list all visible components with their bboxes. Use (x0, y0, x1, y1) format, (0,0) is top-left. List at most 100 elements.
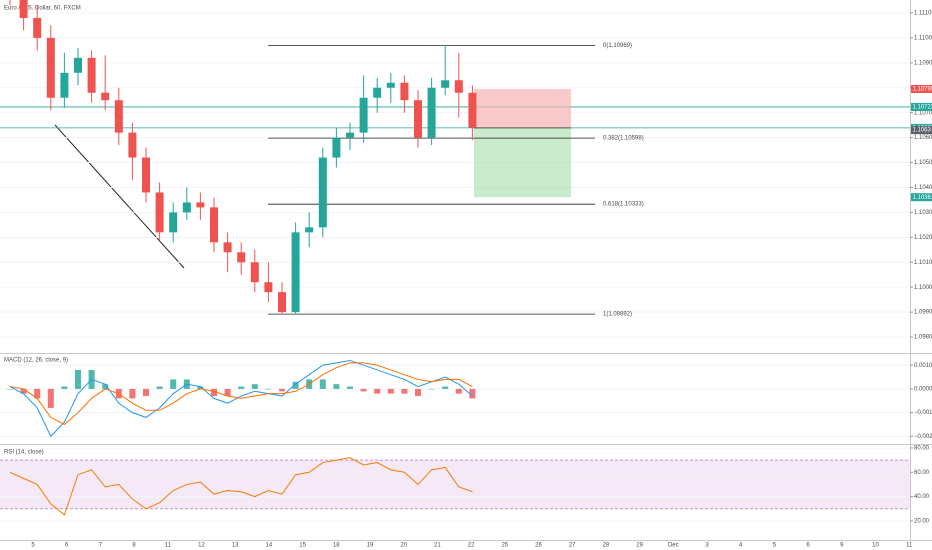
histogram-bar (347, 386, 353, 389)
indicator-line (9, 359, 473, 438)
x-tick-label: 12 (198, 543, 205, 549)
histogram-bar (428, 388, 435, 390)
x-tick-label: 15 (299, 543, 306, 549)
fib-label: 0.618(1.10333) (603, 202, 644, 208)
y-tick-label: 80.00 (914, 446, 930, 452)
candle-body (386, 82, 395, 88)
histogram-bar (442, 386, 449, 389)
candle-body (414, 100, 422, 138)
x-tick-label: 27 (569, 543, 576, 549)
histogram-bar (415, 388, 421, 397)
candle-body (210, 207, 218, 243)
histogram-bar (360, 388, 367, 392)
candle-body (114, 100, 123, 133)
histogram-bar (102, 384, 109, 389)
indicator-line (9, 362, 473, 426)
histogram-bar (333, 384, 340, 389)
x-tick-label: 6 (65, 543, 69, 549)
x-tick-label: 11 (165, 543, 172, 549)
y-tick-label: 60.00 (914, 470, 930, 476)
candle-body (46, 37, 55, 98)
candle-body (87, 57, 96, 93)
y-tick-label: 1.10500 (914, 160, 932, 166)
x-tick-label: 21 (434, 543, 441, 549)
histogram-bar (156, 386, 163, 389)
chart-title: Euro / U.S. Dollar, 60, FXCM (4, 6, 81, 12)
histogram-bar (401, 388, 408, 394)
y-tick-label: 1.11000 (914, 35, 932, 41)
y-tick-label: −0.00200 (914, 434, 932, 440)
price-tag-label: 1.10723 (913, 105, 932, 111)
x-tick-label: 22 (468, 543, 475, 549)
rsi-title: RSI (14, close) (4, 450, 44, 456)
candle-body (101, 92, 110, 101)
y-tick-label: 1.10600 (914, 135, 932, 141)
x-tick-label: 20 (400, 543, 407, 549)
histogram-bar (387, 388, 394, 394)
trend-line (54, 124, 185, 269)
price-tag (911, 126, 932, 135)
histogram-bar (238, 386, 245, 389)
candle-body (128, 132, 137, 158)
histogram-bar (61, 386, 68, 389)
x-tick-label: 9 (840, 543, 844, 549)
price-tag (911, 102, 932, 111)
x-tick-label: 13 (232, 543, 239, 549)
price-tag-label: 1.1063 (913, 128, 932, 134)
histogram-bar (34, 388, 41, 399)
y-tick-label: 1.10000 (914, 285, 932, 291)
fib-label: 1(1.09892) (603, 312, 632, 318)
x-tick-label: 11 (906, 543, 913, 549)
candle-body (346, 132, 354, 138)
histogram-bar (224, 388, 231, 397)
candle-body (250, 262, 259, 283)
x-tick-label: 25 (501, 543, 508, 549)
candle-body (33, 17, 42, 38)
x-tick-label: 14 (266, 543, 273, 549)
rsi-band (0, 460, 910, 509)
x-tick-label: 5 (773, 543, 777, 549)
candle-body (142, 157, 150, 193)
histogram-bar (279, 388, 285, 392)
x-tick-label: 8 (132, 543, 136, 549)
candle-body (373, 87, 382, 98)
y-tick-label: 1.10100 (914, 260, 932, 266)
candle-body (182, 202, 191, 213)
y-tick-label: 0.00000 (914, 386, 932, 392)
histogram-bar (211, 388, 217, 397)
x-tick-label: 26 (535, 543, 542, 549)
histogram-bar (47, 388, 54, 408)
x-tick-label: 3 (705, 543, 709, 549)
macd-title: MACD (12, 26, close, 9) (4, 358, 68, 364)
candle-body (196, 202, 205, 208)
candle-body (305, 227, 314, 233)
x-tick-label: 7 (99, 543, 103, 549)
candle-body (427, 87, 436, 138)
y-tick-label: 1.10900 (914, 60, 932, 66)
candle-body (264, 282, 273, 293)
candle-body (155, 192, 164, 233)
histogram-bar (7, 388, 13, 390)
x-tick-label: 28 (603, 543, 610, 549)
x-tick-label: 18 (333, 543, 340, 549)
candle-body (318, 157, 327, 228)
y-tick-label: 1.10300 (914, 210, 932, 216)
candle-body (359, 97, 368, 133)
candle-body (74, 57, 82, 73)
x-tick-label: 6 (806, 543, 810, 549)
y-tick-label: 1.10200 (914, 235, 932, 241)
histogram-bar (469, 388, 476, 399)
histogram-bar (292, 381, 299, 389)
y-tick-label: 40.00 (914, 494, 930, 500)
x-tick-label: 19 (367, 543, 374, 549)
y-tick-label: 1.10400 (914, 185, 932, 191)
histogram-bar (170, 379, 177, 389)
candle-body (237, 252, 246, 263)
x-tick-label: 29 (636, 543, 643, 549)
candle-body (332, 137, 341, 158)
